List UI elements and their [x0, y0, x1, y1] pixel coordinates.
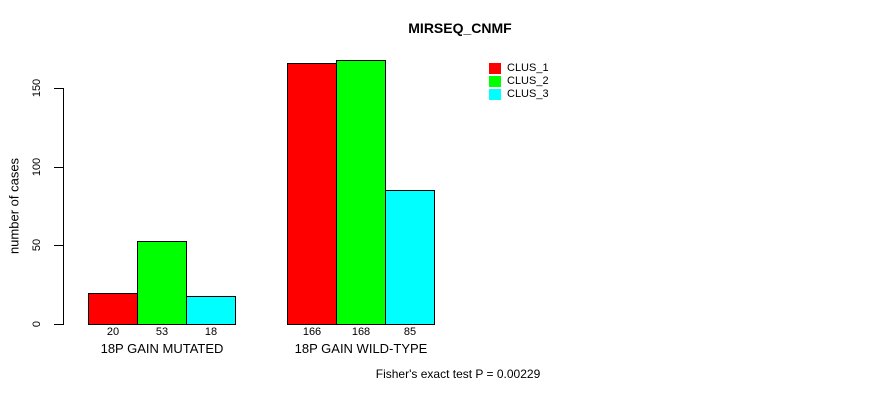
bar-value-label: 53 [155, 326, 169, 338]
legend-swatch-icon [489, 89, 501, 100]
y-axis-tick-label: 100 [31, 157, 43, 177]
legend-item-clus_3: CLUS_3 [489, 88, 549, 101]
bar-clus_3-group1 [186, 296, 236, 325]
legend-item-clus_2: CLUS_2 [489, 75, 549, 88]
bar-value-label: 168 [351, 326, 371, 338]
y-axis-line [63, 88, 64, 325]
bar-value-label: 18 [204, 326, 218, 338]
y-axis-tick [54, 324, 63, 325]
legend-swatch-icon [489, 76, 501, 87]
bar-clus_3-group2 [385, 190, 435, 325]
legend-label: CLUS_3 [507, 88, 549, 100]
x-group-label: 18P GAIN WILD-TYPE [294, 341, 428, 356]
bar-value-label: 20 [106, 326, 120, 338]
stat-annotation: Fisher's exact test P = 0.00229 [375, 367, 541, 381]
bar-clus_2-group2 [336, 60, 386, 325]
legend-swatch-icon [489, 63, 501, 74]
bar-value-label: 85 [403, 326, 417, 338]
legend-label: CLUS_2 [507, 75, 549, 87]
bar-clus_2-group1 [137, 241, 187, 325]
y-axis-tick [54, 167, 63, 168]
bar-value-label: 166 [302, 326, 322, 338]
bar-clus_1-group2 [287, 63, 337, 325]
y-axis-tick-label: 0 [31, 320, 43, 328]
legend-label: CLUS_1 [507, 62, 549, 74]
legend: CLUS_1 CLUS_2 CLUS_3 [489, 62, 549, 101]
y-axis-tick [54, 245, 63, 246]
legend-item-clus_1: CLUS_1 [489, 62, 549, 75]
y-axis-tick [54, 88, 63, 89]
x-group-label: 18P GAIN MUTATED [100, 341, 224, 356]
chart-title: MIRSEQ_CNMF [408, 20, 512, 36]
y-axis-tick-label: 150 [31, 78, 43, 98]
bar-clus_1-group1 [88, 293, 138, 325]
y-axis-tick-label: 50 [31, 238, 43, 252]
